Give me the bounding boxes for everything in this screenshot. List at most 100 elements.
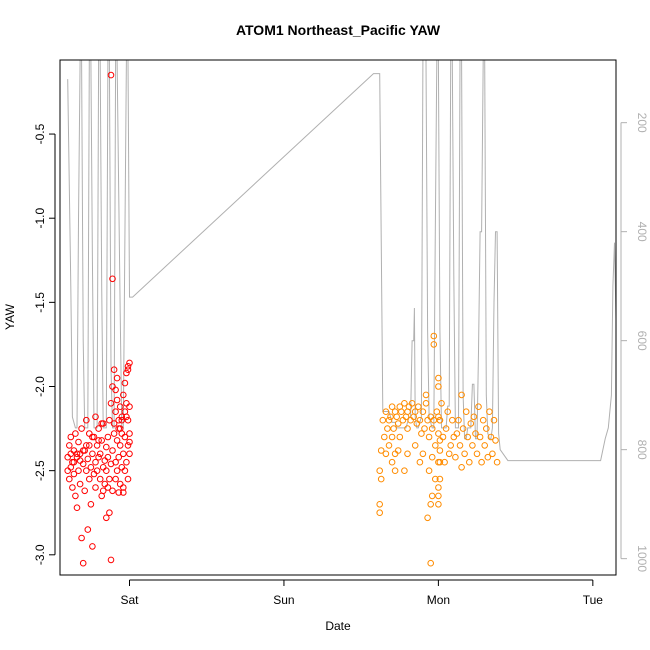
data-point	[396, 433, 404, 441]
data-point	[126, 403, 133, 411]
data-point	[433, 408, 441, 416]
data-point	[113, 467, 121, 475]
data-point	[99, 464, 107, 471]
data-point	[78, 534, 85, 542]
right-tick-label: 400	[635, 222, 649, 242]
data-point	[484, 453, 492, 461]
data-point	[120, 489, 127, 496]
data-point	[73, 450, 81, 458]
data-point	[404, 450, 411, 458]
data-point	[109, 275, 116, 283]
x-axis-label: Date	[325, 619, 351, 633]
data-point	[104, 433, 112, 441]
data-point	[399, 416, 407, 424]
data-point	[109, 447, 116, 454]
data-point	[96, 475, 104, 483]
data-point	[464, 433, 472, 441]
data-point	[450, 433, 458, 441]
data-point	[73, 453, 81, 461]
series-1	[376, 332, 501, 567]
data-point	[92, 484, 99, 491]
data-point	[422, 400, 430, 407]
y-tick-label: -2.5	[33, 460, 47, 481]
data-point	[435, 374, 442, 382]
data-point	[483, 425, 490, 432]
data-point	[427, 559, 435, 567]
data-point	[401, 400, 408, 407]
data-point	[436, 416, 444, 424]
data-point	[113, 396, 121, 404]
data-point	[86, 442, 93, 449]
data-point	[87, 464, 95, 471]
data-point	[435, 501, 442, 508]
data-point	[103, 514, 110, 522]
data-point	[387, 413, 394, 421]
data-point	[84, 526, 92, 533]
data-point	[376, 501, 384, 508]
chart-title: ATOM1 Northeast_Pacific YAW	[236, 22, 441, 38]
data-point	[435, 430, 442, 437]
data-point	[64, 467, 71, 475]
data-point	[453, 430, 461, 437]
data-point	[458, 464, 465, 471]
x-tick-label: Mon	[427, 593, 450, 607]
data-point	[428, 425, 436, 432]
data-point	[120, 391, 127, 399]
x-tick-label: Sun	[273, 593, 294, 607]
data-point	[476, 433, 484, 441]
data-point	[435, 383, 442, 390]
data-point	[124, 475, 132, 483]
data-point	[376, 509, 384, 517]
data-point	[388, 403, 396, 411]
data-point	[78, 425, 85, 432]
data-point	[121, 467, 129, 475]
data-point	[466, 458, 473, 466]
data-point	[432, 475, 439, 483]
data-point	[121, 379, 129, 387]
data-point	[394, 420, 402, 427]
data-point	[377, 447, 385, 454]
data-point	[67, 433, 75, 441]
data-point	[376, 467, 384, 475]
data-point	[76, 457, 84, 464]
data-point	[72, 430, 79, 437]
data-point	[467, 420, 475, 427]
data-point	[391, 467, 399, 475]
data-point	[113, 374, 121, 382]
data-point	[87, 501, 95, 508]
data-point	[469, 442, 476, 449]
data-point	[422, 391, 430, 399]
data-point	[118, 464, 126, 471]
data-point	[92, 458, 99, 466]
data-point	[89, 450, 96, 458]
right-axis-series-line	[67, 60, 616, 462]
data-point	[489, 450, 496, 458]
right-tick-label: 600	[635, 331, 649, 351]
data-point	[113, 437, 121, 444]
data-point	[126, 359, 133, 367]
data-point	[98, 420, 105, 427]
data-point	[126, 450, 133, 458]
data-point	[418, 430, 425, 437]
data-point	[110, 420, 118, 427]
data-point	[382, 408, 390, 416]
data-point	[447, 442, 455, 449]
data-point	[66, 442, 73, 449]
data-point	[445, 450, 453, 458]
data-point	[75, 438, 82, 446]
data-point	[116, 480, 124, 488]
data-point	[490, 416, 498, 424]
data-point	[479, 416, 487, 424]
data-point	[428, 492, 436, 500]
data-point	[93, 467, 101, 475]
data-point	[492, 437, 499, 444]
data-point	[486, 408, 493, 416]
data-point	[441, 458, 448, 466]
data-point	[89, 543, 96, 550]
data-point	[120, 484, 127, 491]
data-point	[83, 467, 90, 475]
data-point	[462, 408, 470, 416]
y-axis-label: YAW	[3, 303, 17, 330]
data-point	[106, 475, 113, 483]
data-point	[124, 442, 132, 449]
